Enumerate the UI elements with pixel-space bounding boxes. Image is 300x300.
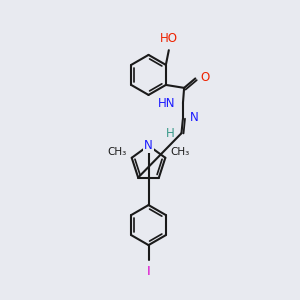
Text: N: N <box>189 111 198 124</box>
Text: I: I <box>147 265 150 278</box>
Text: HN: HN <box>158 97 175 110</box>
Text: O: O <box>200 71 209 84</box>
Text: N: N <box>144 139 153 152</box>
Text: CH₃: CH₃ <box>171 148 190 158</box>
Text: CH₃: CH₃ <box>107 148 126 158</box>
Text: H: H <box>166 127 174 140</box>
Text: HO: HO <box>160 32 178 45</box>
